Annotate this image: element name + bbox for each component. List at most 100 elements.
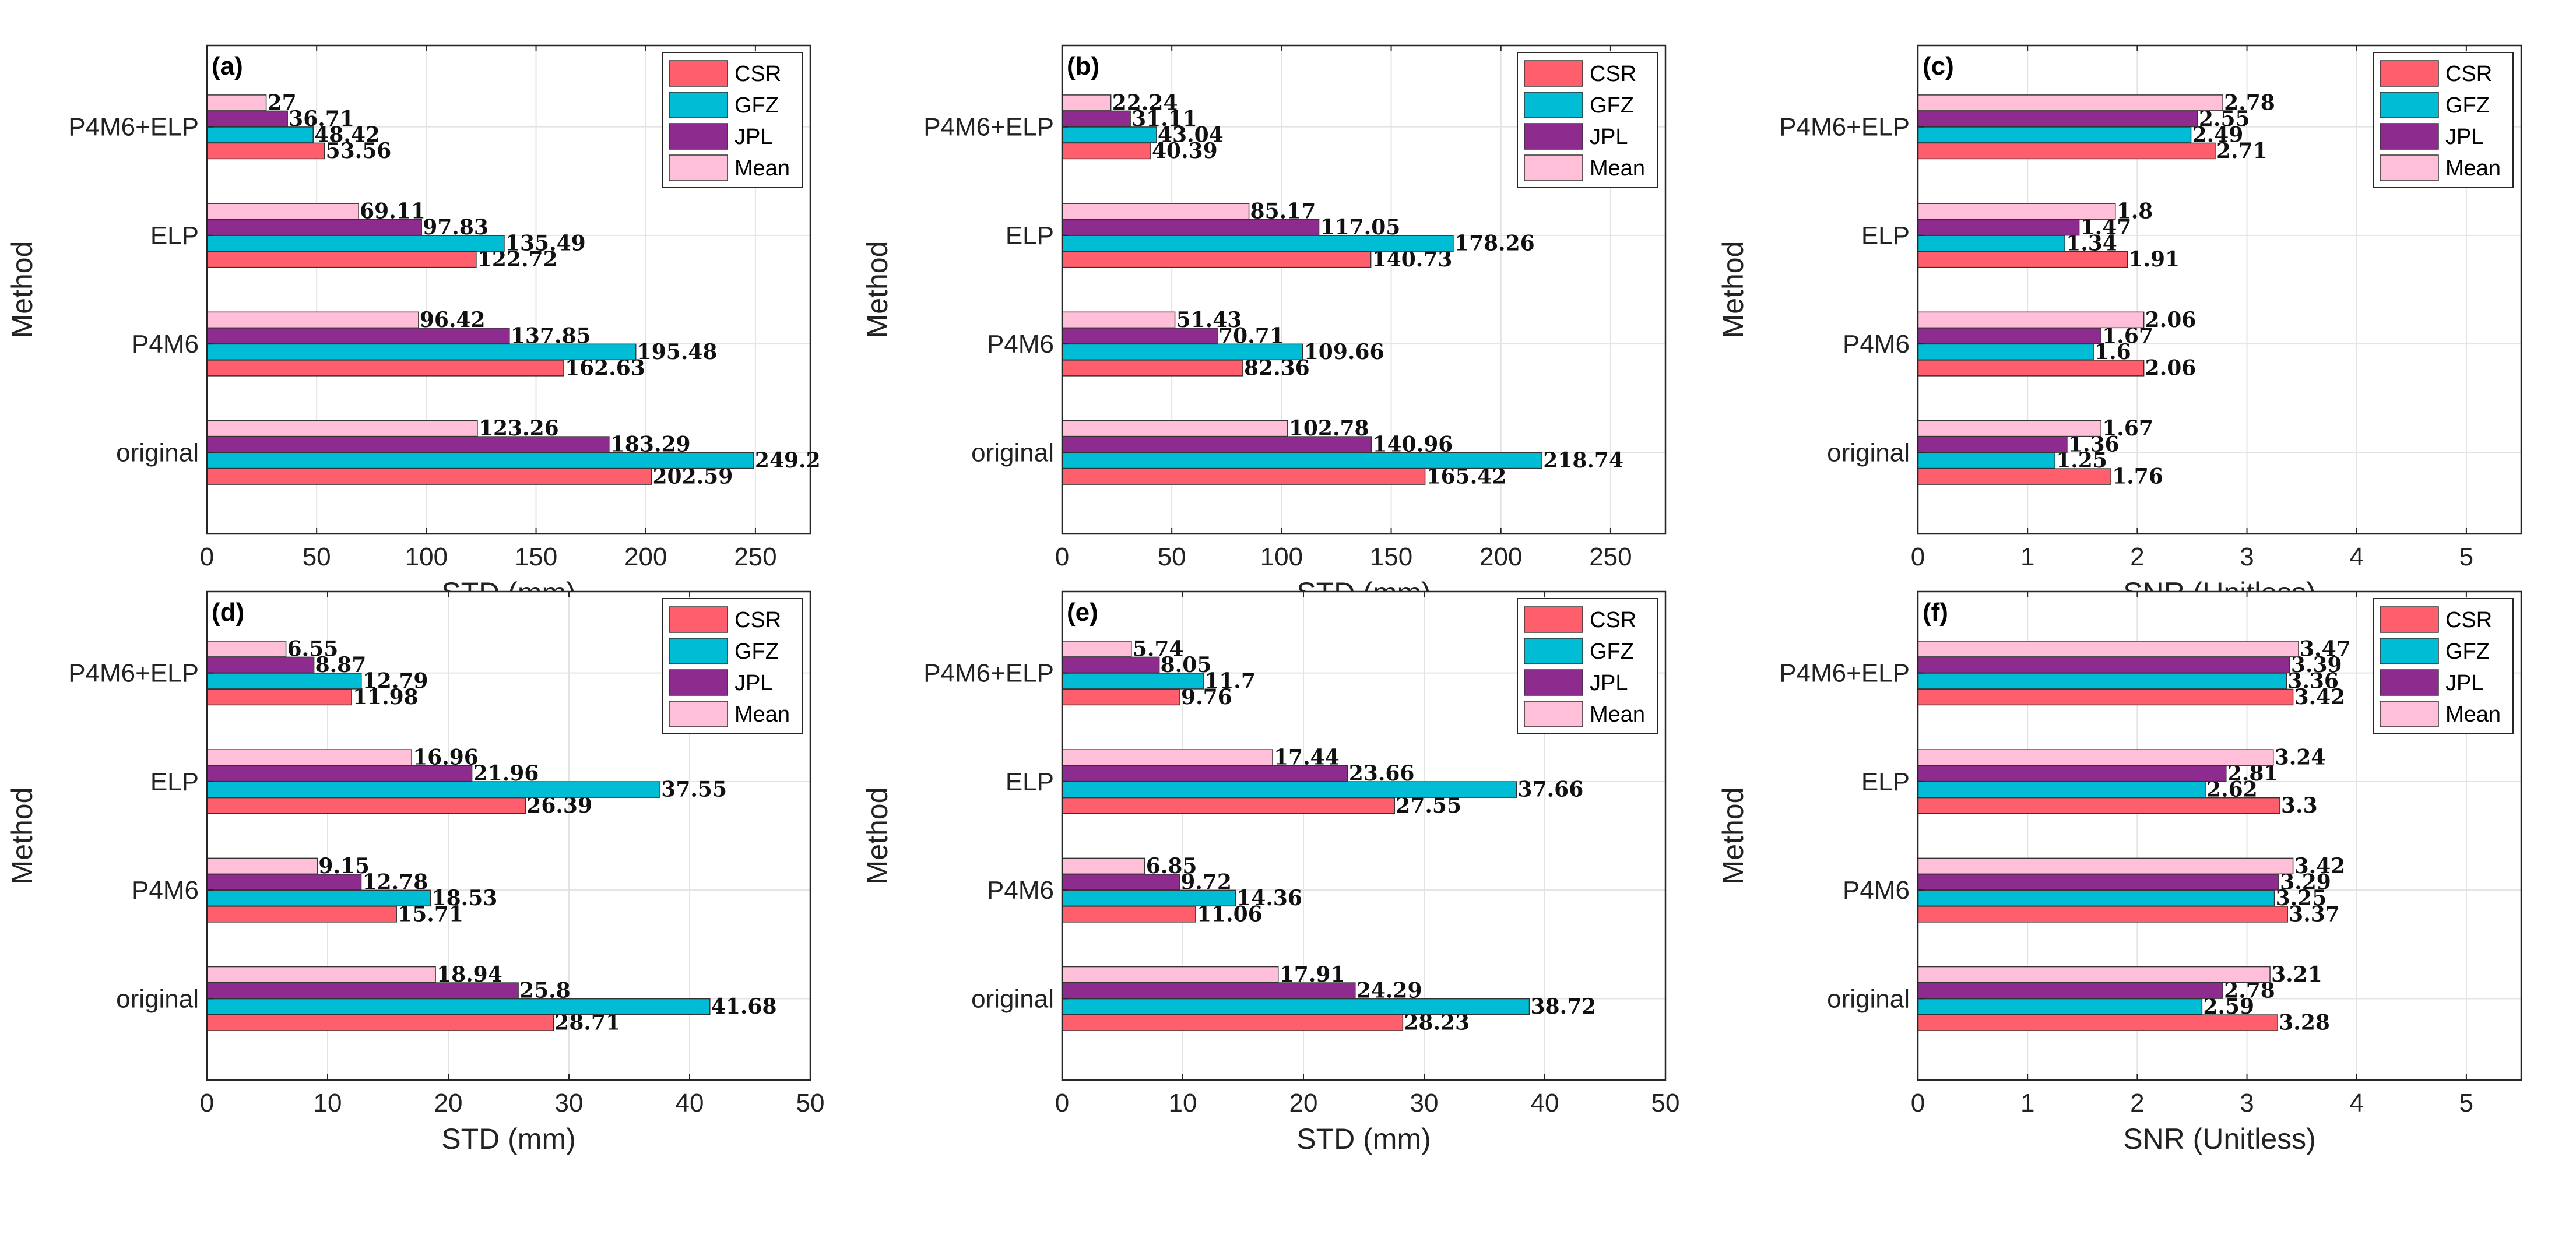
bar-csr-p4m6 [1917,360,2145,377]
bar-gfz-original [1062,452,1543,469]
x-axis-title: SNR (Unitless) [2123,1123,2316,1155]
y-category-label: P4M6 [1843,330,1910,358]
x-tick-label: 1 [2020,1089,2034,1117]
bar-value-label: 22.24 [1112,90,1178,115]
y-category-label: original [971,984,1054,1013]
legend-swatch-csr [1524,606,1583,633]
axes-box [1061,44,1667,535]
bar-jpl-elp [1062,219,1320,236]
axes-box [1061,590,1667,1081]
bar-jpl-original [1917,982,2223,999]
bar-value-label: 85.17 [1250,199,1316,224]
x-tick-label: 4 [2349,1089,2363,1117]
bar-value-label: 135.49 [505,231,586,256]
bar-value-label: 3.3 [2281,793,2318,818]
legend-swatch-gfz [669,638,728,664]
legend-swatch-csr [669,60,728,87]
x-tick-label: 200 [624,543,667,571]
x-tick-label: 50 [1651,1089,1680,1117]
bar-csr-original [206,468,652,485]
bar-value-label: 6.85 [1146,854,1197,878]
bar-value-label: 16.96 [413,745,479,770]
bar-csr-original [1062,468,1426,485]
bar-gfz-elp [1917,781,2206,798]
bar-gfz-p4m6 [1062,889,1236,907]
bar-mean-elp [1917,203,2116,220]
bar-value-label: 3.24 [2275,745,2326,770]
bar-value-label: 17.91 [1280,962,1345,987]
legend-label: GFZ [2445,93,2490,118]
bar-value-label: 38.72 [1531,994,1597,1019]
y-axis-title: Method [6,787,38,885]
bar-value-label: 96.42 [420,308,486,332]
bar-value-label: 43.04 [1158,122,1224,147]
axes-box [1917,590,2522,1081]
bar-value-label: 1.67 [2102,416,2153,441]
bar-value-label: 53.56 [326,139,392,163]
bar-jpl-elp [1917,765,2227,782]
bar-value-label: 2.06 [2145,356,2197,380]
legend-label: JPL [735,125,772,149]
y-category-label: ELP [1006,221,1054,250]
legend-swatch-jpl [669,123,728,150]
x-axis-title: STD (mm) [441,1123,576,1155]
x-tick-label: 250 [1589,543,1632,571]
bar-mean-original [206,966,436,983]
y-category-label: P4M6+ELP [923,659,1054,688]
bar-value-label: 17.44 [1274,745,1340,770]
x-tick-label: 20 [1289,1089,1318,1117]
bar-value-label: 18.53 [432,886,498,910]
bar-value-label: 5.74 [1133,636,1184,661]
bar-value-label: 3.42 [2294,854,2346,878]
legend-label: JPL [2445,125,2483,149]
bar-jpl-p4m6-plus-elp [1917,656,2290,674]
bar-jpl-p4m6 [1917,874,2279,891]
bar-jpl-p4m6 [206,874,362,891]
y-axis-title: Method [1717,787,1749,885]
bar-csr-p4m6-plus-elp [1917,142,2216,160]
y-axis-title: Method [1717,241,1749,339]
y-axis-title: Method [861,787,894,885]
x-tick-label: 40 [1531,1089,1559,1117]
legend: CSR GFZ JPL Mean [1517,52,1658,188]
legend-label: CSR [735,608,781,632]
legend-label: Mean [2445,156,2501,181]
y-category-label: P4M6+ELP [923,113,1054,142]
bar-value-label: 3.42 [2294,685,2346,709]
bar-csr-p4m6 [1917,906,2288,923]
bar-value-label: 36.71 [289,107,354,131]
bar-jpl-p4m6 [206,328,510,344]
y-category-label: ELP [1861,768,1910,796]
bar-value-label: 12.78 [363,870,428,894]
bar-csr-p4m6 [206,906,397,923]
y-category-label: P4M6+ELP [68,113,199,142]
bar-gfz-elp [206,235,505,252]
bar-value-label: 218.74 [1543,448,1623,473]
y-category-label: original [116,984,199,1013]
x-tick-label: 250 [734,543,776,571]
bar-value-label: 25.8 [519,979,571,1003]
legend-label: GFZ [735,639,779,664]
y-category-label: ELP [1006,768,1054,796]
bar-value-label: 70.71 [1218,323,1284,348]
legend-swatch-csr [2380,60,2439,87]
bar-gfz-original [206,998,711,1015]
x-tick-label: 0 [1055,1089,1069,1117]
bar-mean-original [1917,420,2102,437]
bar-value-label: 6.55 [287,636,339,661]
bar-csr-p4m6-plus-elp [206,142,325,160]
bar-csr-p4m6 [206,360,564,377]
bar-value-label: 3.39 [2291,653,2342,677]
bar-value-label: 27 [268,90,297,115]
legend-label: GFZ [1590,639,1634,664]
panel-label: (d) [212,598,244,627]
bar-mean-elp [1062,749,1273,766]
x-tick-label: 30 [555,1089,584,1117]
legend-label: GFZ [2445,639,2490,664]
legend-swatch-gfz [1524,92,1583,118]
y-category-label: P4M6 [132,330,199,358]
bar-gfz-p4m6 [206,889,431,907]
x-tick-label: 0 [1055,543,1069,571]
x-tick-label: 3 [2240,543,2254,571]
bar-value-label: 3.28 [2279,1011,2330,1035]
